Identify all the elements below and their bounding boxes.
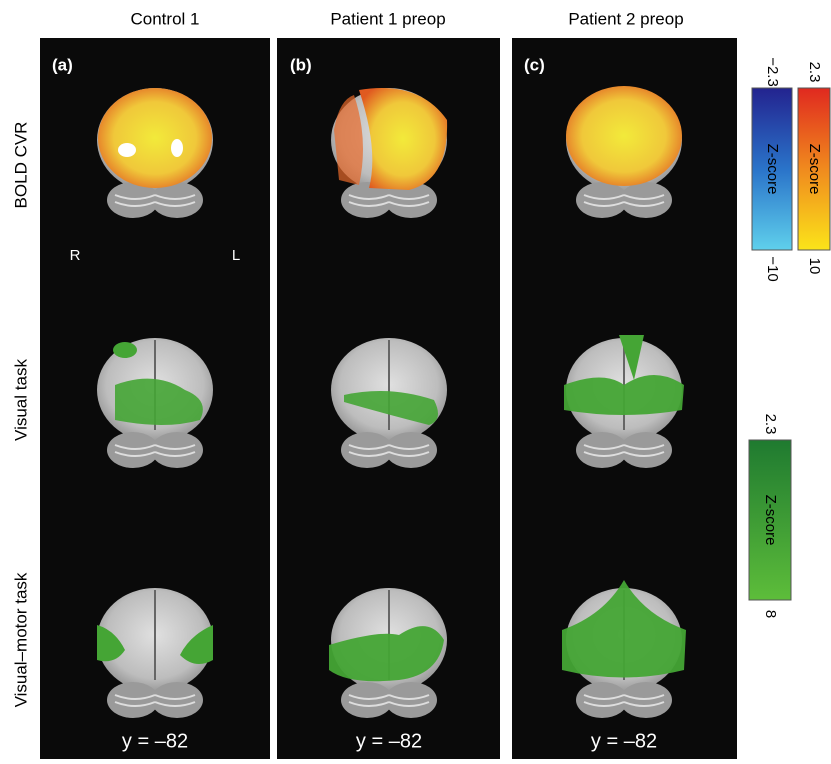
brain-image <box>331 338 447 468</box>
colorbar-label: Z-score <box>764 144 781 195</box>
panel-letter: (c) <box>524 55 545 74</box>
colorbar-top-label: −2.3 <box>764 57 781 87</box>
brain-image <box>329 588 447 718</box>
coordinate-label: y = –82 <box>122 730 188 752</box>
colorbar-bottom-label: 10 <box>806 258 823 275</box>
panel-letter: (a) <box>52 55 73 74</box>
orientation-label: R <box>70 247 81 264</box>
brain-image <box>564 335 684 468</box>
brain-image <box>97 588 213 718</box>
panel-letter: (b) <box>290 55 312 74</box>
colorbar-top-label: 2.3 <box>806 62 823 83</box>
brain-image <box>331 88 447 218</box>
colorbar-label: Z-score <box>762 495 779 546</box>
colorbar-top-label: 2.3 <box>762 414 779 435</box>
colorbar-bottom-label: 8 <box>762 610 779 618</box>
orientation-label: L <box>232 247 240 264</box>
page: {"columns": ["Control 1", "Patient 1 pre… <box>0 0 831 759</box>
row-title: Visual–motor task <box>11 572 30 707</box>
brain-image <box>97 88 213 218</box>
colorbar-bottom-label: −10 <box>764 256 781 281</box>
figure: Control 1 Patient 1 preop Patient 2 preo… <box>0 0 831 759</box>
column-title: Control 1 <box>131 9 200 28</box>
row-title: BOLD CVR <box>11 122 30 209</box>
row-title: Visual task <box>11 359 30 441</box>
column-title: Patient 2 preop <box>568 9 683 28</box>
coordinate-label: y = –82 <box>356 730 422 752</box>
brain-image <box>566 86 682 218</box>
coordinate-label: y = –82 <box>591 730 657 752</box>
brain-image <box>97 338 213 468</box>
column-title: Patient 1 preop <box>330 9 445 28</box>
colorbar-label: Z-score <box>806 144 823 195</box>
